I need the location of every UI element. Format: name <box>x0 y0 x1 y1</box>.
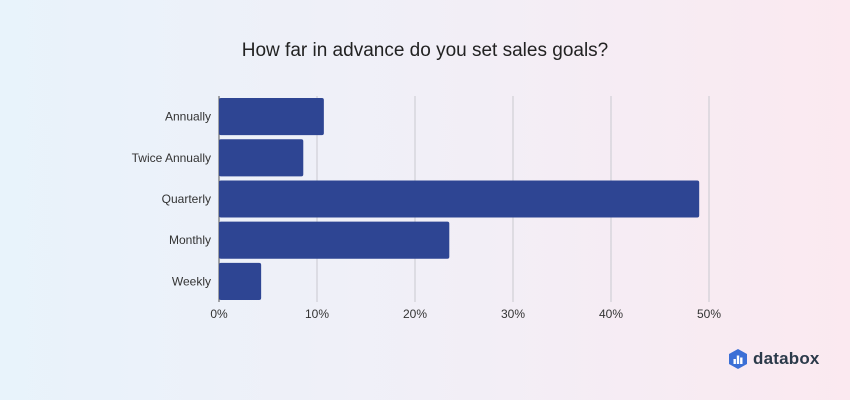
x-tick-label: 10% <box>305 307 329 321</box>
bar-monthly <box>219 221 450 259</box>
brand-name: databox <box>753 349 820 368</box>
x-tick-label: 40% <box>599 307 623 321</box>
category-label: Weekly <box>172 274 211 288</box>
x-tick-label: 30% <box>501 307 525 321</box>
bar-quarterly <box>219 180 700 218</box>
category-label: Twice Annually <box>132 151 211 165</box>
bar-weekly <box>219 262 262 300</box>
x-tick-labels: 0% 10% 20% 30% 40% 50% <box>210 307 721 321</box>
x-tick-label: 0% <box>210 307 228 321</box>
category-label: Annually <box>165 110 211 124</box>
category-label: Monthly <box>169 233 211 247</box>
chart-title: How far in advance do you set sales goal… <box>241 40 609 61</box>
databox-logo-icon <box>729 349 747 369</box>
category-labels: Annually Twice Annually Quarterly Monthly We… <box>132 110 211 289</box>
x-tick-label: 50% <box>697 307 721 321</box>
bars <box>219 98 700 300</box>
category-label: Quarterly <box>162 192 211 206</box>
bar-annually <box>219 98 324 136</box>
bar-twice-annually <box>219 139 304 177</box>
databox-logo: databox <box>728 348 820 370</box>
x-tick-label: 20% <box>403 307 427 321</box>
